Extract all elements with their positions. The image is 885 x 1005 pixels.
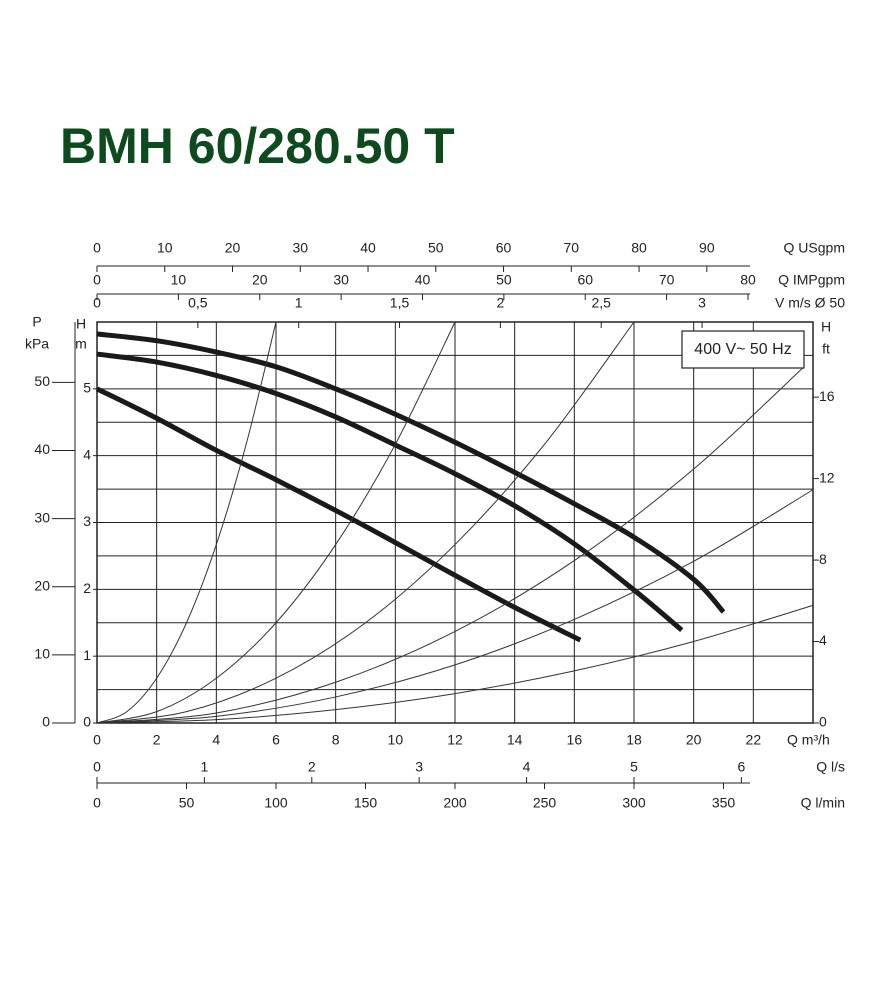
y-tick-label: 50: [34, 373, 50, 389]
x-tick-label: 8: [332, 732, 340, 748]
y-tick-label: 2: [83, 580, 91, 596]
x-tick-label: 0: [93, 295, 101, 311]
y-tick-label: 20: [34, 577, 50, 593]
x-tick-label: 0,5: [188, 295, 208, 311]
x-tick-label: 20: [686, 732, 702, 748]
y-tick-label: 4: [819, 632, 827, 648]
x-tick-label: 90: [699, 240, 715, 256]
x-tick-label: 200: [443, 795, 467, 811]
x-tick-label: 150: [354, 795, 378, 811]
system-curve: [96, 489, 814, 724]
x-tick-label: 3: [698, 295, 706, 311]
x-tick-label: 30: [333, 272, 349, 288]
x-tick-label: 0: [93, 732, 101, 748]
y-tick-label: 5: [83, 380, 91, 396]
x-tick-label: 5: [630, 759, 638, 775]
x-tick-label: 70: [564, 240, 580, 256]
x-tick-label: 0: [93, 240, 101, 256]
x-tick-label: 50: [179, 795, 195, 811]
x-axis-title: Q USgpm: [784, 240, 845, 256]
y-axis-title: ft: [822, 341, 830, 357]
x-tick-label: 1: [295, 295, 303, 311]
x-tick-label: 50: [428, 240, 444, 256]
x-tick-label: 22: [746, 732, 762, 748]
x-tick-label: 1,5: [390, 295, 410, 311]
x-tick-label: 6: [737, 759, 745, 775]
x-tick-label: 12: [447, 732, 463, 748]
y-tick-label: 0: [42, 714, 50, 730]
x-tick-label: 80: [631, 240, 647, 256]
x-tick-label: 0: [93, 759, 101, 775]
x-tick-label: 300: [622, 795, 646, 811]
x-tick-label: 70: [659, 272, 675, 288]
x-tick-label: 0: [93, 272, 101, 288]
x-tick-label: 4: [212, 732, 220, 748]
system-curve: [96, 321, 635, 724]
x-tick-label: 0: [93, 795, 101, 811]
x-axis-title: Q l/s: [816, 759, 845, 775]
x-tick-label: 10: [157, 240, 173, 256]
x-tick-label: 350: [712, 795, 736, 811]
x-tick-label: 40: [415, 272, 431, 288]
y-tick-label: 30: [34, 509, 50, 525]
y-tick-label: 10: [34, 646, 50, 662]
chart-title: BMH 60/280.50 T: [60, 118, 455, 174]
x-tick-label: 30: [292, 240, 308, 256]
system-curve: [96, 366, 805, 724]
x-tick-label: 4: [523, 759, 531, 775]
x-tick-label: 250: [533, 795, 557, 811]
y-tick-label: 8: [819, 551, 827, 567]
y-axis-title: m: [75, 336, 87, 352]
x-axis-title: Q l/min: [801, 795, 845, 811]
x-tick-label: 6: [272, 732, 280, 748]
y-axis-title: H: [76, 316, 86, 332]
x-tick-label: 2: [153, 732, 161, 748]
x-tick-label: 14: [507, 732, 523, 748]
x-tick-label: 60: [577, 272, 593, 288]
x-tick-label: 1: [200, 759, 208, 775]
x-tick-label: 40: [360, 240, 376, 256]
pump-curve: [96, 331, 726, 614]
x-tick-label: 60: [496, 240, 512, 256]
pump-curve: [96, 351, 684, 633]
system-curve: [96, 321, 277, 724]
pump-curve: [95, 386, 582, 643]
system-curve: [96, 604, 814, 724]
x-tick-label: 18: [626, 732, 642, 748]
y-tick-label: 16: [819, 388, 835, 404]
x-tick-label: 16: [567, 732, 583, 748]
x-axis-title: Q IMPgpm: [778, 272, 845, 288]
x-tick-label: 20: [252, 272, 268, 288]
y-tick-label: 1: [83, 647, 91, 663]
x-tick-label: 50: [496, 272, 512, 288]
x-tick-label: 2: [308, 759, 316, 775]
x-tick-label: 100: [264, 795, 288, 811]
x-tick-label: 80: [740, 272, 756, 288]
y-tick-label: 12: [819, 469, 835, 485]
x-tick-label: 10: [171, 272, 187, 288]
y-axis-title: P: [32, 314, 41, 330]
y-axis-title: H: [821, 319, 831, 335]
x-tick-label: 10: [388, 732, 404, 748]
y-tick-label: 0: [83, 714, 91, 730]
x-tick-label: 20: [225, 240, 241, 256]
x-tick-label: 3: [415, 759, 423, 775]
y-tick-label: 3: [83, 513, 91, 529]
y-axis-title: kPa: [25, 336, 49, 352]
x-tick-label: 2,5: [591, 295, 611, 311]
legend-text: 400 V~ 50 Hz: [694, 341, 791, 358]
x-tick-label: 2: [496, 295, 504, 311]
legend-box: [681, 330, 805, 369]
system-curve: [96, 321, 456, 724]
y-tick-label: 40: [34, 441, 50, 457]
x-axis-title: V m/s Ø 50: [775, 295, 845, 311]
y-tick-label: 4: [83, 446, 91, 462]
x-axis-title: Q m³/h: [787, 732, 830, 748]
y-tick-label: 0: [819, 714, 827, 730]
